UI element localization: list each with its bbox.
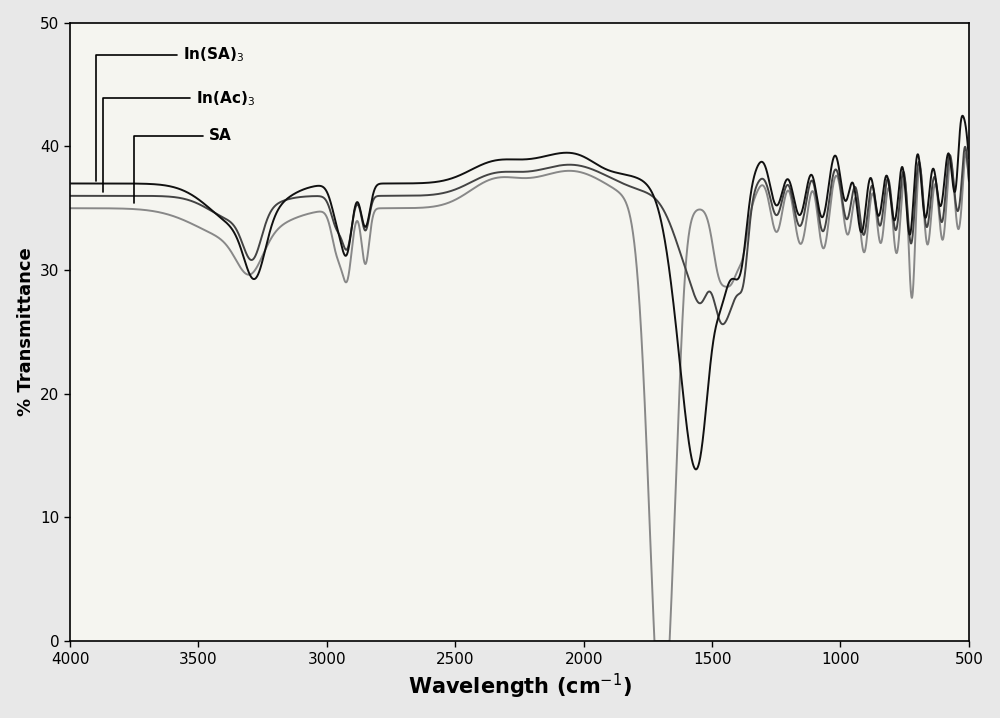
- Text: In(SA)$_3$: In(SA)$_3$: [96, 46, 244, 181]
- X-axis label: Wavelength (cm$^{-1}$): Wavelength (cm$^{-1}$): [408, 672, 631, 701]
- Text: SA: SA: [134, 129, 231, 203]
- Text: In(Ac)$_3$: In(Ac)$_3$: [103, 89, 255, 192]
- Y-axis label: % Transmittance: % Transmittance: [17, 248, 35, 416]
